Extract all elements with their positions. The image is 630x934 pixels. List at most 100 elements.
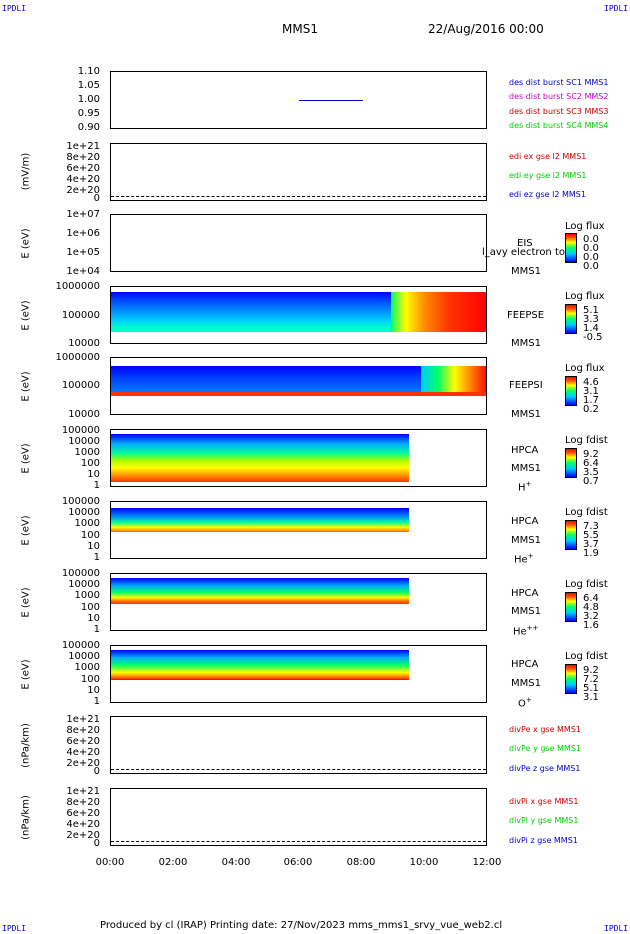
p6-tick-3: 100: [80, 458, 100, 469]
p7-tick-0: 100000: [61, 496, 100, 507]
p5-tick-0: 1000000: [55, 352, 100, 363]
p1-legend-0: des dist burst SC1 MMS1: [509, 78, 609, 87]
p6-tick-5: 1: [93, 480, 100, 491]
p5-cb-1: 3.1: [583, 386, 599, 397]
p9-colorbar-title: Log fdist: [565, 651, 608, 662]
p7-tick-4: 10: [87, 541, 100, 552]
p7-cb-0: 7.3: [583, 521, 599, 532]
p8-species: He++: [513, 624, 538, 637]
p9-tick-3: 100: [80, 674, 100, 685]
p11-legend-1: divPi y gse MMS1: [509, 816, 579, 825]
p1-tick-3: 0.95: [77, 108, 100, 119]
p8-cb-3: 1.6: [583, 620, 599, 631]
p6-tick-4: 10: [87, 469, 100, 480]
p10-legend-2: divPe z gse MMS1: [509, 764, 581, 773]
p3-cb-3: 0.0: [583, 261, 599, 272]
p9-species-charge: +: [525, 696, 532, 704]
panel-feepse: [110, 286, 487, 344]
p10-legend-0: divPe x gse MMS1: [509, 725, 581, 734]
p2-tick-0: 1e+21: [66, 141, 100, 152]
corner-label-tr: IPDLI: [604, 4, 629, 13]
x-tick-0: 00:00: [95, 857, 125, 868]
spectrogram-feepsi-left: [111, 366, 421, 392]
p8-species-name: He: [513, 626, 527, 638]
p4-tick-2: 10000: [68, 338, 100, 349]
p2-tick-1: 8e+20: [66, 152, 100, 163]
spectrogram-hpca-he2: [111, 578, 409, 604]
p11-tick-4: 2e+20: [66, 830, 100, 841]
p5-cb-2: 1.7: [583, 395, 599, 406]
p2-tick-3: 4e+20: [66, 174, 100, 185]
p1-legend-2: des dist burst SC3 MMS3: [509, 107, 609, 116]
p8-label-instrument: HPCA: [511, 588, 539, 599]
p9-cb-1: 7.2: [583, 674, 599, 685]
panel-hpca-o: [110, 645, 487, 703]
corner-label-tl: IPDLI: [2, 4, 27, 13]
p8-cb-0: 6.4: [583, 593, 599, 604]
p4-tick-1: 100000: [61, 310, 100, 321]
p6-species-charge: +: [525, 480, 532, 488]
p8-tick-5: 1: [93, 624, 100, 635]
p10-legend-1: divPe y gse MMS1: [509, 744, 581, 753]
p11-tick-3: 4e+20: [66, 819, 100, 830]
p4-cb-1: 3.3: [583, 314, 599, 325]
panel-hpca-h: [110, 429, 487, 487]
panel-hpca-he2: [110, 573, 487, 631]
p6-label-mission: MMS1: [511, 463, 541, 474]
panel-feepsi: [110, 357, 487, 415]
p9-cb-0: 9.2: [583, 665, 599, 676]
p7-species: He+: [514, 552, 534, 565]
p7-tick-2: 1000: [74, 518, 100, 529]
p3-label-instrument: EIS: [517, 238, 533, 249]
p11-tick-0: 1e+21: [66, 786, 100, 797]
p4-colorbar-title: Log flux: [565, 291, 605, 302]
panel-eis: [110, 214, 487, 272]
p7-cb-2: 3.7: [583, 539, 599, 550]
p9-colorbar: [565, 664, 577, 694]
spectrogram-feepse-right: [391, 292, 486, 332]
p7-cb-1: 5.5: [583, 530, 599, 541]
panel-divpi: [110, 788, 487, 846]
x-tick-6: 12:00: [472, 857, 502, 868]
p6-cb-1: 6.4: [583, 458, 599, 469]
p8-tick-1: 10000: [68, 579, 100, 590]
spectrogram-hpca-o: [111, 650, 409, 680]
p10-tick-0: 1e+21: [66, 714, 100, 725]
p9-species: O+: [518, 696, 532, 709]
p7-species-name: He: [514, 554, 528, 566]
zero-line: [111, 196, 486, 197]
p3-cb-0: 0.0: [583, 234, 599, 245]
p11-tick-1: 8e+20: [66, 797, 100, 808]
p3-overlay: l_avy electron to: [482, 247, 565, 258]
p9-cb-3: 3.1: [583, 692, 599, 703]
p8-tick-2: 1000: [74, 590, 100, 601]
p6-species-name: H: [518, 482, 526, 494]
p10-tick-1: 8e+20: [66, 725, 100, 736]
p3-colorbar: [565, 233, 577, 263]
p5-tick-1: 100000: [61, 380, 100, 391]
p6-label-instrument: HPCA: [511, 445, 539, 456]
p9-tick-2: 1000: [74, 662, 100, 673]
p6-species: H+: [518, 480, 531, 493]
p9-cb-2: 5.1: [583, 683, 599, 694]
spectrogram-feepsi-right: [421, 366, 486, 392]
p11-legend-2: divPi z gse MMS1: [509, 836, 578, 845]
p8-tick-3: 100: [80, 602, 100, 613]
p4-cb-0: 5.1: [583, 305, 599, 316]
p8-label-mission: MMS1: [511, 606, 541, 617]
p7-cb-3: 1.9: [583, 548, 599, 559]
x-tick-1: 02:00: [158, 857, 188, 868]
p1-tick-2: 1.00: [77, 94, 100, 105]
p4-colorbar: [565, 304, 577, 334]
p6-tick-2: 1000: [74, 447, 100, 458]
zero-line: [111, 769, 486, 770]
p4-label-mission: MMS1: [511, 338, 541, 349]
x-tick-5: 10:00: [409, 857, 439, 868]
p5-label-mission: MMS1: [511, 409, 541, 420]
panel-hpca-he1: [110, 501, 487, 559]
p1-tick-0: 1.10: [77, 66, 100, 77]
p9-tick-0: 100000: [61, 640, 100, 651]
p6-colorbar-title: Log fdist: [565, 435, 608, 446]
footer-credit: Produced by cl (IRAP) Printing date: 27/…: [100, 920, 503, 931]
p8-cb-2: 3.2: [583, 611, 599, 622]
